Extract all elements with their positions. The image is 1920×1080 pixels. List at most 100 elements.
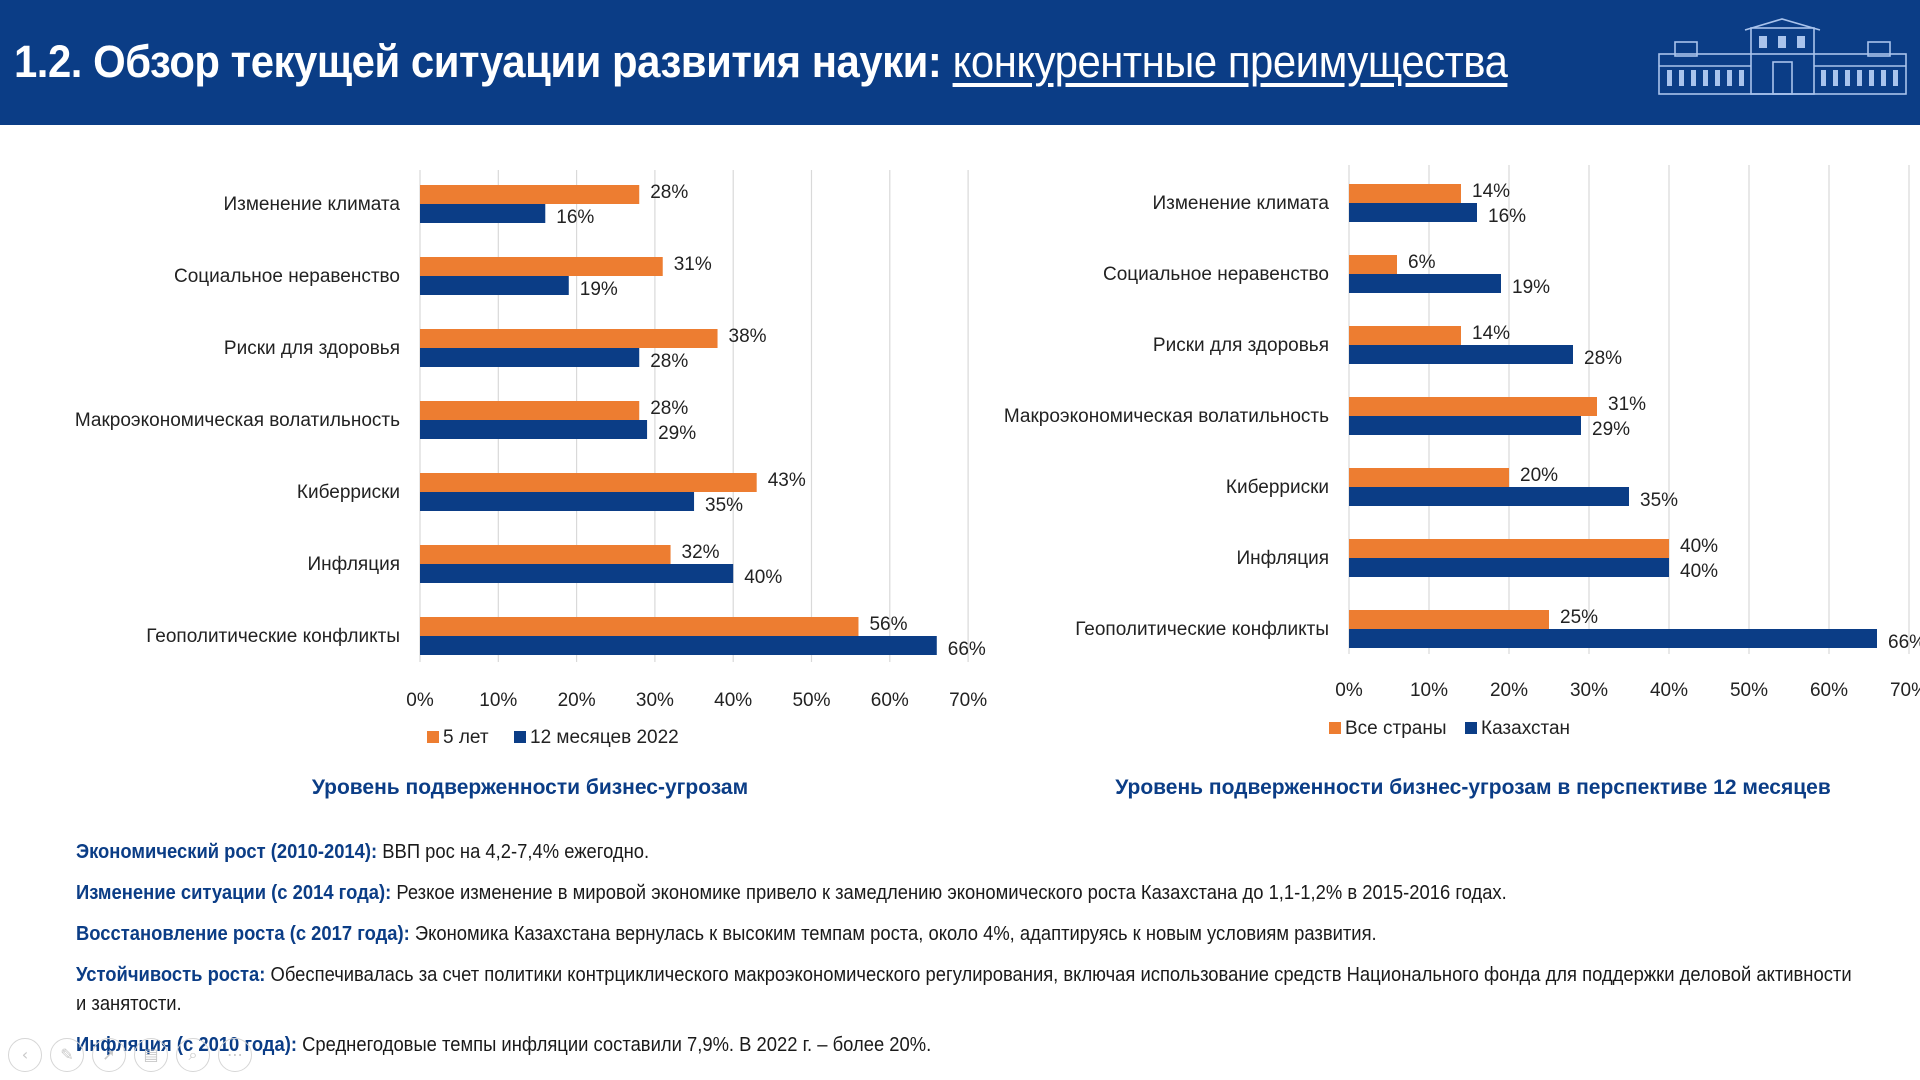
x-tick-label: 20% — [558, 690, 596, 711]
page-title: 1.2. Обзор текущей ситуации развития нау… — [14, 36, 1508, 88]
more-icon[interactable]: ⋯ — [218, 1038, 252, 1072]
data-label: 16% — [1488, 206, 1526, 227]
bar-blue — [1349, 558, 1669, 577]
legend-swatch — [514, 731, 526, 743]
category-label: Киберриски — [297, 482, 400, 503]
chart-2: 0% 10% 20% 30% 40% 50% 60% 70% Изменение климата… — [1004, 165, 1920, 799]
bar-orange — [420, 473, 757, 492]
header-bar: 1.2. Обзор текущей ситуации развития нау… — [0, 0, 1920, 125]
chart-title: Уровень подверженности бизнес-угрозам в … — [1115, 776, 1831, 799]
chevron-left-icon[interactable]: ‹ — [8, 1038, 42, 1072]
chart-title: Уровень подверженности бизнес-угрозам — [312, 776, 748, 799]
page-title-link[interactable]: конкурентные преимущества — [952, 36, 1508, 87]
legend-label: 5 лет — [443, 727, 489, 748]
category-label: Киберриски — [1226, 477, 1329, 498]
bar-orange — [420, 617, 859, 636]
data-label: 29% — [1592, 419, 1630, 440]
data-label: 38% — [729, 326, 767, 347]
category-label: Геополитические конфликты — [146, 626, 400, 647]
bar-orange — [420, 329, 718, 348]
data-label: 19% — [580, 279, 618, 300]
data-label: 40% — [1680, 561, 1718, 582]
data-label: 6% — [1408, 252, 1436, 273]
zoom-icon[interactable]: ⌕ — [176, 1038, 210, 1072]
data-label: 28% — [650, 351, 688, 372]
note-item: Экономический рост (2010-2014): ВВП рос … — [76, 838, 1856, 867]
bar-orange — [1349, 468, 1509, 487]
legend-swatch — [1465, 722, 1477, 734]
x-tick-label: 10% — [1410, 680, 1448, 701]
category-label: Макроэкономическая волатильность — [75, 410, 400, 431]
bar-blue — [420, 564, 734, 583]
pencil-icon[interactable]: ✎ — [50, 1038, 84, 1072]
note-text: Резкое изменение в мировой экономике при… — [391, 882, 1507, 904]
data-label: 16% — [556, 207, 594, 228]
bar-blue — [1349, 416, 1581, 435]
x-tick-label: 40% — [1650, 680, 1688, 701]
note-text: Экономика Казахстана вернулась к высоким… — [409, 923, 1377, 945]
bar-blue — [1349, 345, 1573, 364]
category-label: Изменение климата — [1152, 193, 1329, 214]
data-label: 66% — [1888, 632, 1920, 653]
x-tick-label: 0% — [1335, 680, 1363, 701]
bar-orange — [420, 545, 671, 564]
note-item: Восстановление роста (с 2017 года): Экон… — [76, 920, 1856, 949]
data-label: 25% — [1560, 607, 1598, 628]
bar-blue — [420, 276, 569, 295]
slides-icon[interactable]: ▤ — [134, 1038, 168, 1072]
note-key: Устойчивость роста: — [76, 964, 266, 986]
bar-blue — [420, 636, 937, 655]
data-label: 14% — [1472, 323, 1510, 344]
data-label: 28% — [1584, 348, 1622, 369]
bar-blue — [420, 348, 640, 367]
bar-orange — [1349, 539, 1669, 558]
arrow-icon[interactable]: ➚ — [92, 1038, 126, 1072]
presentation-nav: ‹ ✎ ➚ ▤ ⌕ ⋯ — [8, 1038, 252, 1072]
data-label: 43% — [768, 470, 806, 491]
bar-orange — [1349, 255, 1397, 274]
note-key: Экономический рост (2010-2014): — [76, 841, 378, 863]
bar-blue — [420, 204, 546, 223]
legend-label: Все страны — [1345, 718, 1447, 739]
data-label: 66% — [948, 639, 986, 660]
data-label: 31% — [674, 254, 712, 275]
data-label: 35% — [705, 495, 743, 516]
data-label: 20% — [1520, 465, 1558, 486]
building-icon — [1658, 18, 1907, 95]
x-tick-label: 50% — [792, 690, 830, 711]
category-label: Риски для здоровья — [1153, 335, 1329, 356]
bar-orange — [420, 257, 663, 276]
notes-list: Экономический рост (2010-2014): ВВП рос … — [76, 838, 1856, 1072]
bar-blue — [420, 492, 695, 511]
data-label: 40% — [744, 567, 782, 588]
bar-orange — [1349, 326, 1461, 345]
category-label: Социальное неравенство — [174, 266, 400, 287]
category-label: Макроэкономическая волатильность — [1004, 406, 1329, 427]
bar-orange — [1349, 610, 1549, 629]
chart-1: 0% 10% 20% 30% 40% 50% 60% 70% Изменение климата… — [75, 170, 987, 799]
legend-label: Казахстан — [1481, 718, 1570, 739]
x-tick-label: 70% — [1890, 680, 1920, 701]
category-label: Инфляция — [307, 554, 400, 575]
bar-blue — [420, 420, 648, 439]
data-label: 56% — [869, 614, 907, 635]
bar-orange — [1349, 397, 1597, 416]
bar-blue — [1349, 203, 1477, 222]
data-label: 40% — [1680, 536, 1718, 557]
data-label: 28% — [650, 182, 688, 203]
note-item: Устойчивость роста: Обеспечивалась за сч… — [76, 961, 1856, 1019]
note-key: Восстановление роста (с 2017 года): — [76, 923, 410, 945]
category-label: Риски для здоровья — [224, 338, 400, 359]
x-tick-label: 50% — [1730, 680, 1768, 701]
x-tick-label: 40% — [714, 690, 752, 711]
category-label: Геополитические конфликты — [1075, 619, 1329, 640]
note-text: Обеспечивалась за счет политики контрцик… — [76, 964, 1852, 1015]
bar-blue — [1349, 274, 1501, 293]
x-tick-label: 30% — [1570, 680, 1608, 701]
data-label: 29% — [658, 423, 696, 444]
x-tick-label: 60% — [1810, 680, 1848, 701]
x-tick-label: 70% — [949, 690, 987, 711]
data-label: 14% — [1472, 181, 1510, 202]
x-tick-label: 60% — [871, 690, 909, 711]
charts-area: 0% 10% 20% 30% 40% 50% 60% 70% Изменение климата… — [75, 165, 1920, 799]
